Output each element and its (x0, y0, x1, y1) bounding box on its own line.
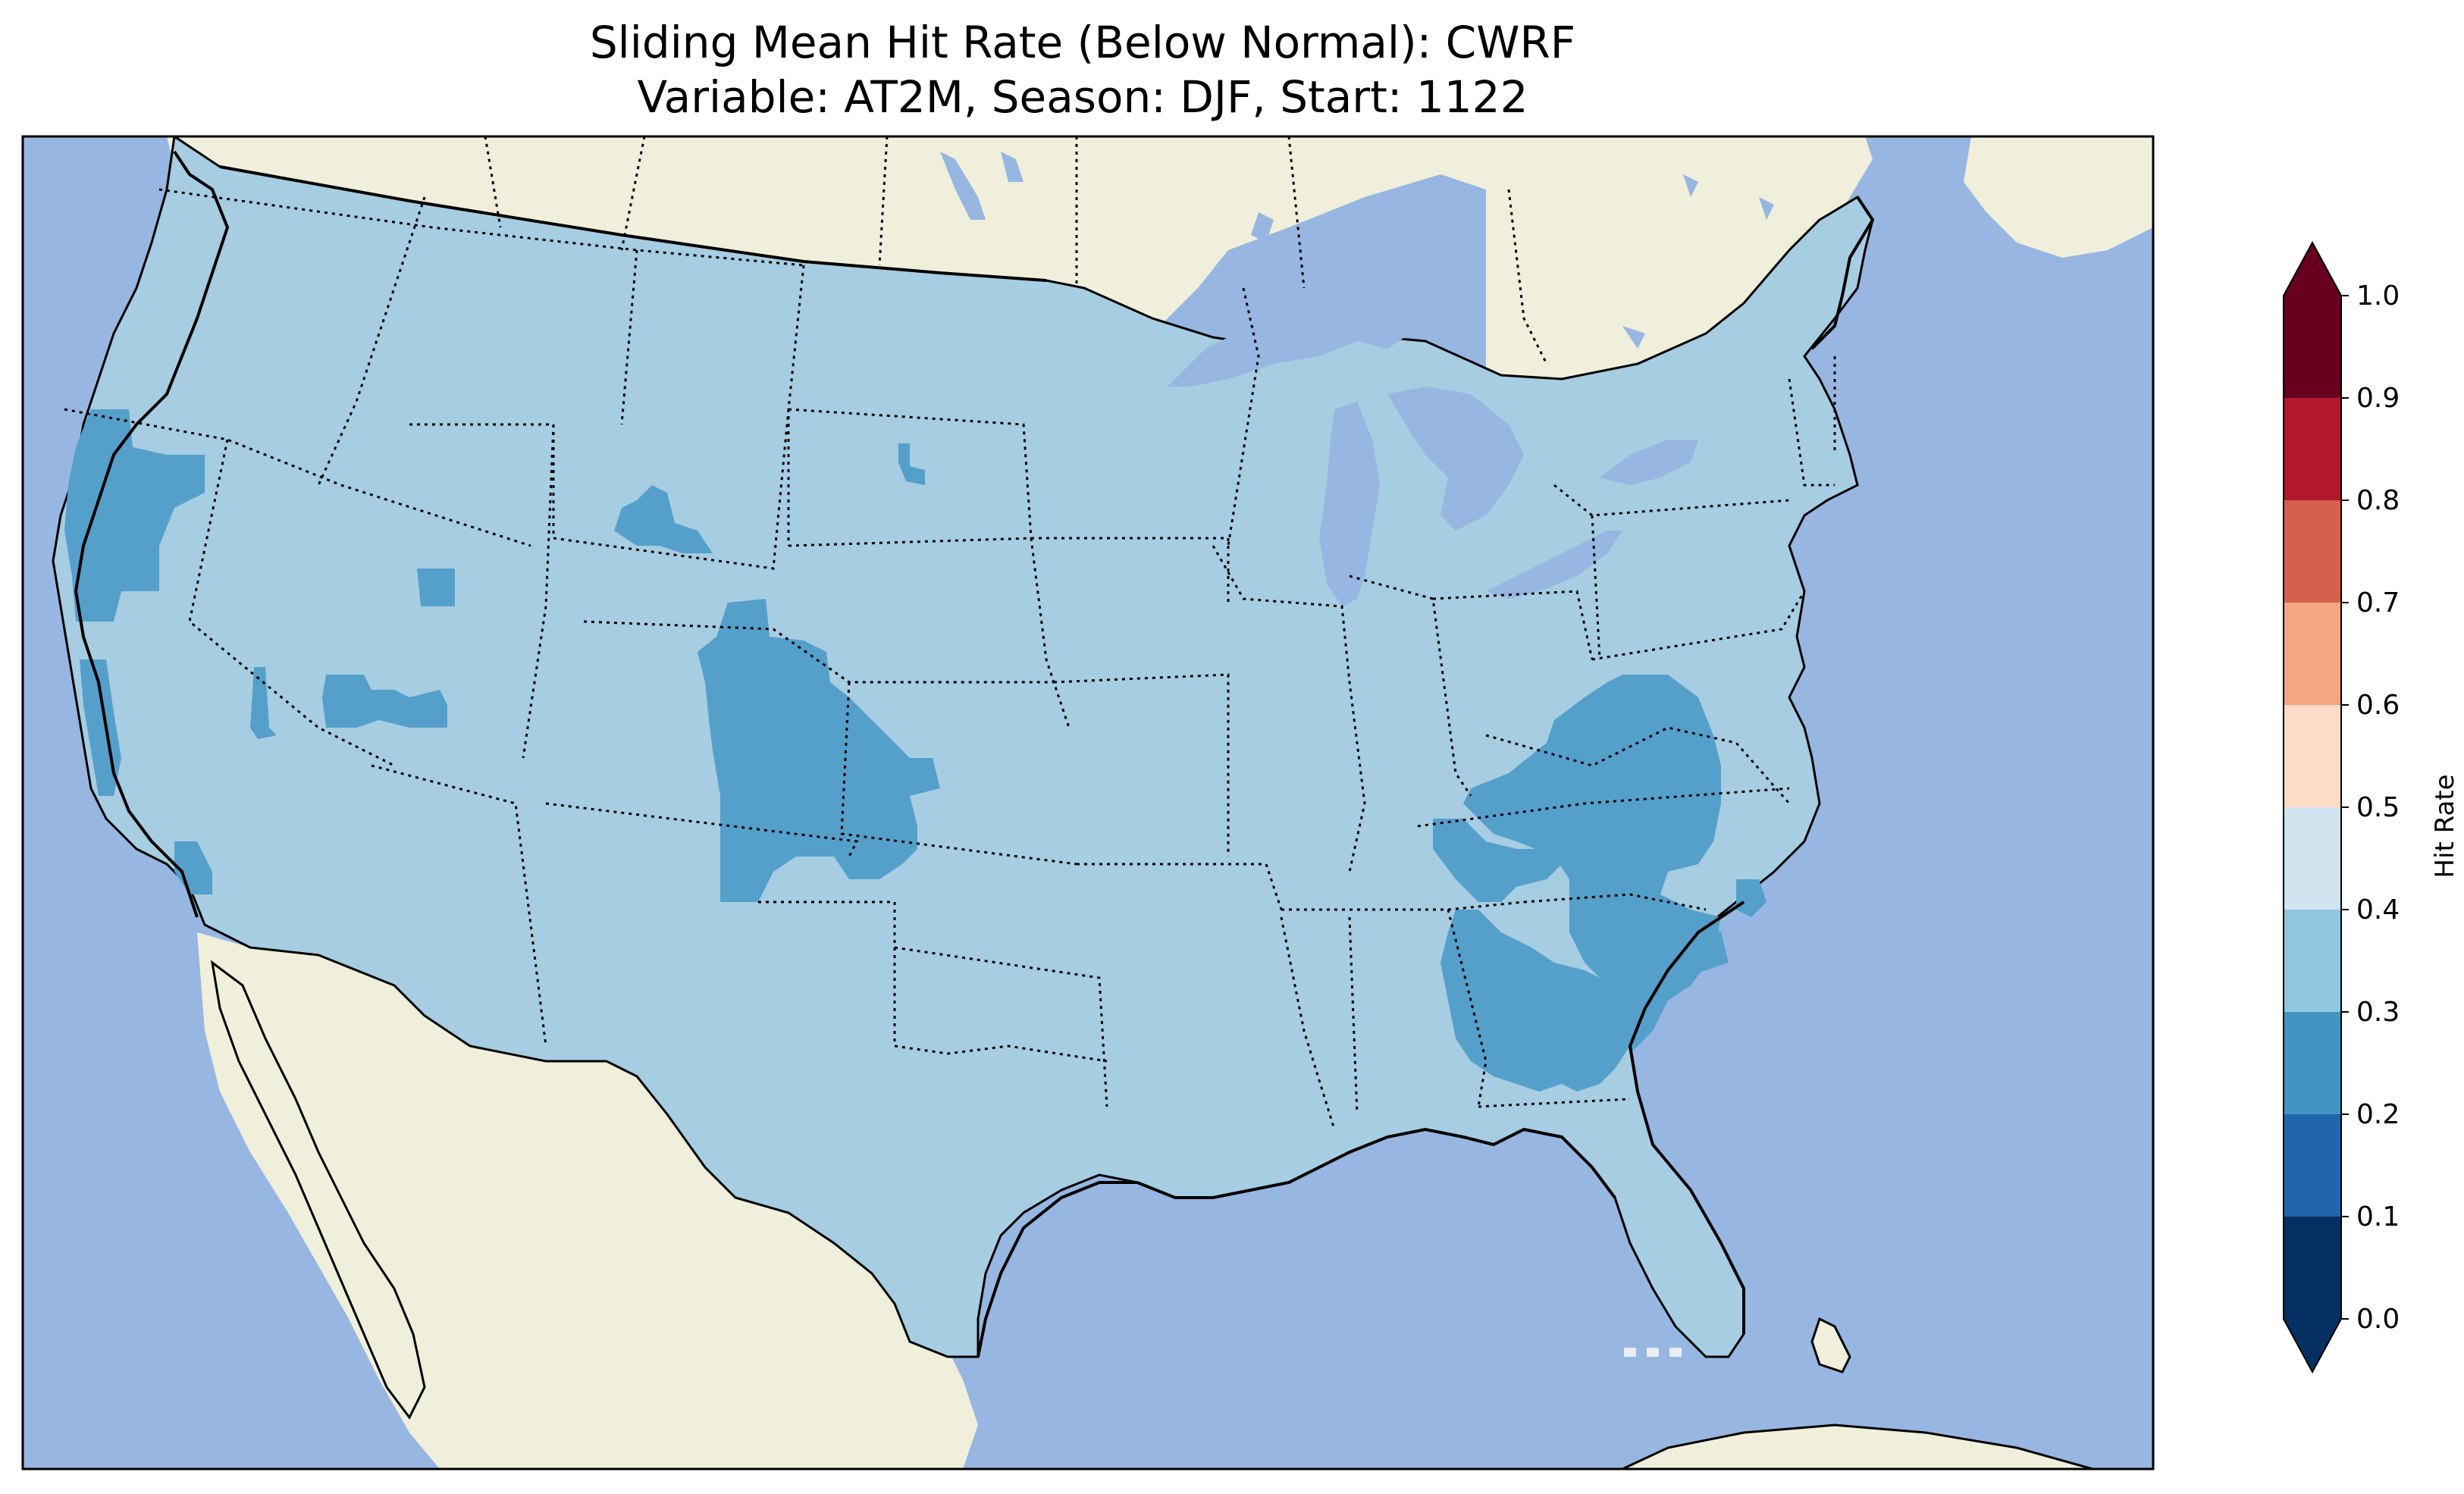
patch-nevada-east (417, 568, 455, 606)
colorbar-bin (2284, 500, 2341, 603)
colorbar-bin (2284, 296, 2341, 398)
title-line-2: Variable: AT2M, Season: DJF, Start: 1122 (637, 71, 1528, 123)
hitrate-0.4-0.5-pixels (1624, 1348, 1682, 1357)
colorbar-tick-label: 0.0 (2356, 1304, 2400, 1335)
baja-land (210, 960, 426, 1420)
patch-north-carolina-coast (1736, 879, 1766, 917)
patch-tennessee-strip (1433, 819, 1562, 902)
patch-colorado (698, 599, 940, 902)
lake-ontario (1600, 440, 1698, 485)
coastlines (74, 150, 1875, 1358)
colorbar-bin (2284, 807, 2341, 910)
patch-wyoming (614, 485, 713, 553)
colorbar-bin (2284, 705, 2341, 807)
great-lakes (1168, 280, 1698, 606)
colorbar-tick-label: 0.4 (2356, 894, 2400, 926)
canada-maritimes-land (1964, 136, 2153, 258)
colorbar-bin (2284, 1012, 2341, 1114)
colorbar-bin (2284, 1114, 2341, 1217)
patch-nevada-west (250, 667, 277, 739)
colorbar-tick-label: 0.9 (2356, 383, 2400, 414)
lake-erie (1486, 531, 1622, 599)
colorbar-tick-label: 0.7 (2356, 587, 2400, 619)
colorbar-label: Hit Rate (2430, 774, 2460, 878)
colorbar-extend-min (2284, 1319, 2341, 1372)
colorbar-bin (2284, 603, 2341, 705)
patch-south-carolina (1569, 887, 1729, 1001)
cuba-land (1622, 1424, 2093, 1469)
title-line-1: Sliding Mean Hit Rate (Below Normal): CW… (589, 17, 1576, 68)
colorbar-tick-label: 0.6 (2356, 690, 2400, 721)
map-frame (21, 135, 2155, 1471)
patch-california-coast (64, 409, 205, 622)
colorbar-tick-label: 0.2 (2356, 1099, 2400, 1130)
colorbar-extend-max (2284, 243, 2341, 296)
patch-utah (322, 675, 447, 728)
patch-georgia-alabama (1440, 910, 1630, 1092)
patch-south-dakota (898, 443, 925, 485)
sandy-island-land (1810, 1317, 1851, 1373)
colorbar-bin (2284, 398, 2341, 500)
colorbar-tick-label: 0.1 (2356, 1201, 2400, 1232)
colorbar-bins (2283, 240, 2342, 1374)
colorbar-bin (2284, 910, 2341, 1012)
colorbar-bin (2284, 1217, 2341, 1319)
lake-superior (1168, 280, 1410, 387)
hitrate-0.2-0.3-patches (64, 409, 1766, 1092)
colorbar-ticks: 0.0 0.1 0.2 0.3 0.4 0.5 0.6 0.7 0.8 0.9 1.0 (2341, 280, 2400, 1335)
canadian-lakes (940, 152, 1880, 349)
state-borders (64, 136, 1836, 1130)
colorbar-tick-label: 1.0 (2356, 280, 2400, 312)
chart-title: Sliding Mean Hit Rate (Below Normal): CW… (21, 15, 2144, 124)
colorbar-tick-label: 0.8 (2356, 485, 2400, 516)
colorbar-tick-label: 0.3 (2356, 997, 2400, 1028)
lake-huron (1387, 387, 1524, 531)
lake-michigan (1319, 402, 1380, 606)
colorbar-tick-label: 0.5 (2356, 792, 2400, 823)
